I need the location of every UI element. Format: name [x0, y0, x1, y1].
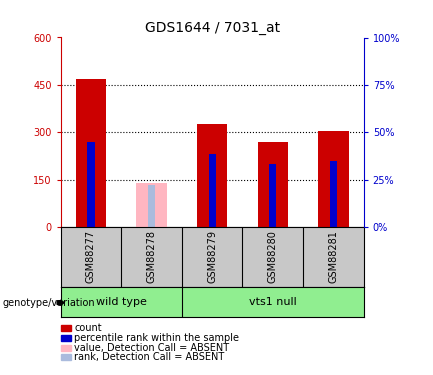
Text: percentile rank within the sample: percentile rank within the sample	[74, 333, 239, 343]
Bar	[136, 183, 167, 227]
Bar	[330, 160, 337, 227]
Bar	[269, 164, 276, 227]
Bar	[87, 142, 94, 227]
Text: GSM88277: GSM88277	[86, 230, 96, 284]
Bar	[148, 185, 155, 227]
Bar	[209, 154, 216, 227]
Text: GSM88278: GSM88278	[146, 230, 157, 284]
Text: genotype/variation: genotype/variation	[2, 298, 95, 307]
Text: GSM88281: GSM88281	[328, 230, 339, 284]
Bar	[197, 124, 227, 227]
Text: rank, Detection Call = ABSENT: rank, Detection Call = ABSENT	[74, 352, 225, 362]
Text: GSM88279: GSM88279	[207, 230, 217, 284]
Text: wild type: wild type	[96, 297, 147, 307]
Title: GDS1644 / 7031_at: GDS1644 / 7031_at	[145, 21, 280, 35]
Bar	[258, 142, 288, 227]
Text: GSM88280: GSM88280	[268, 230, 278, 284]
Text: value, Detection Call = ABSENT: value, Detection Call = ABSENT	[74, 343, 229, 352]
Bar	[318, 130, 349, 227]
Bar	[76, 78, 106, 227]
Text: count: count	[74, 323, 102, 333]
Text: vts1 null: vts1 null	[249, 297, 297, 307]
